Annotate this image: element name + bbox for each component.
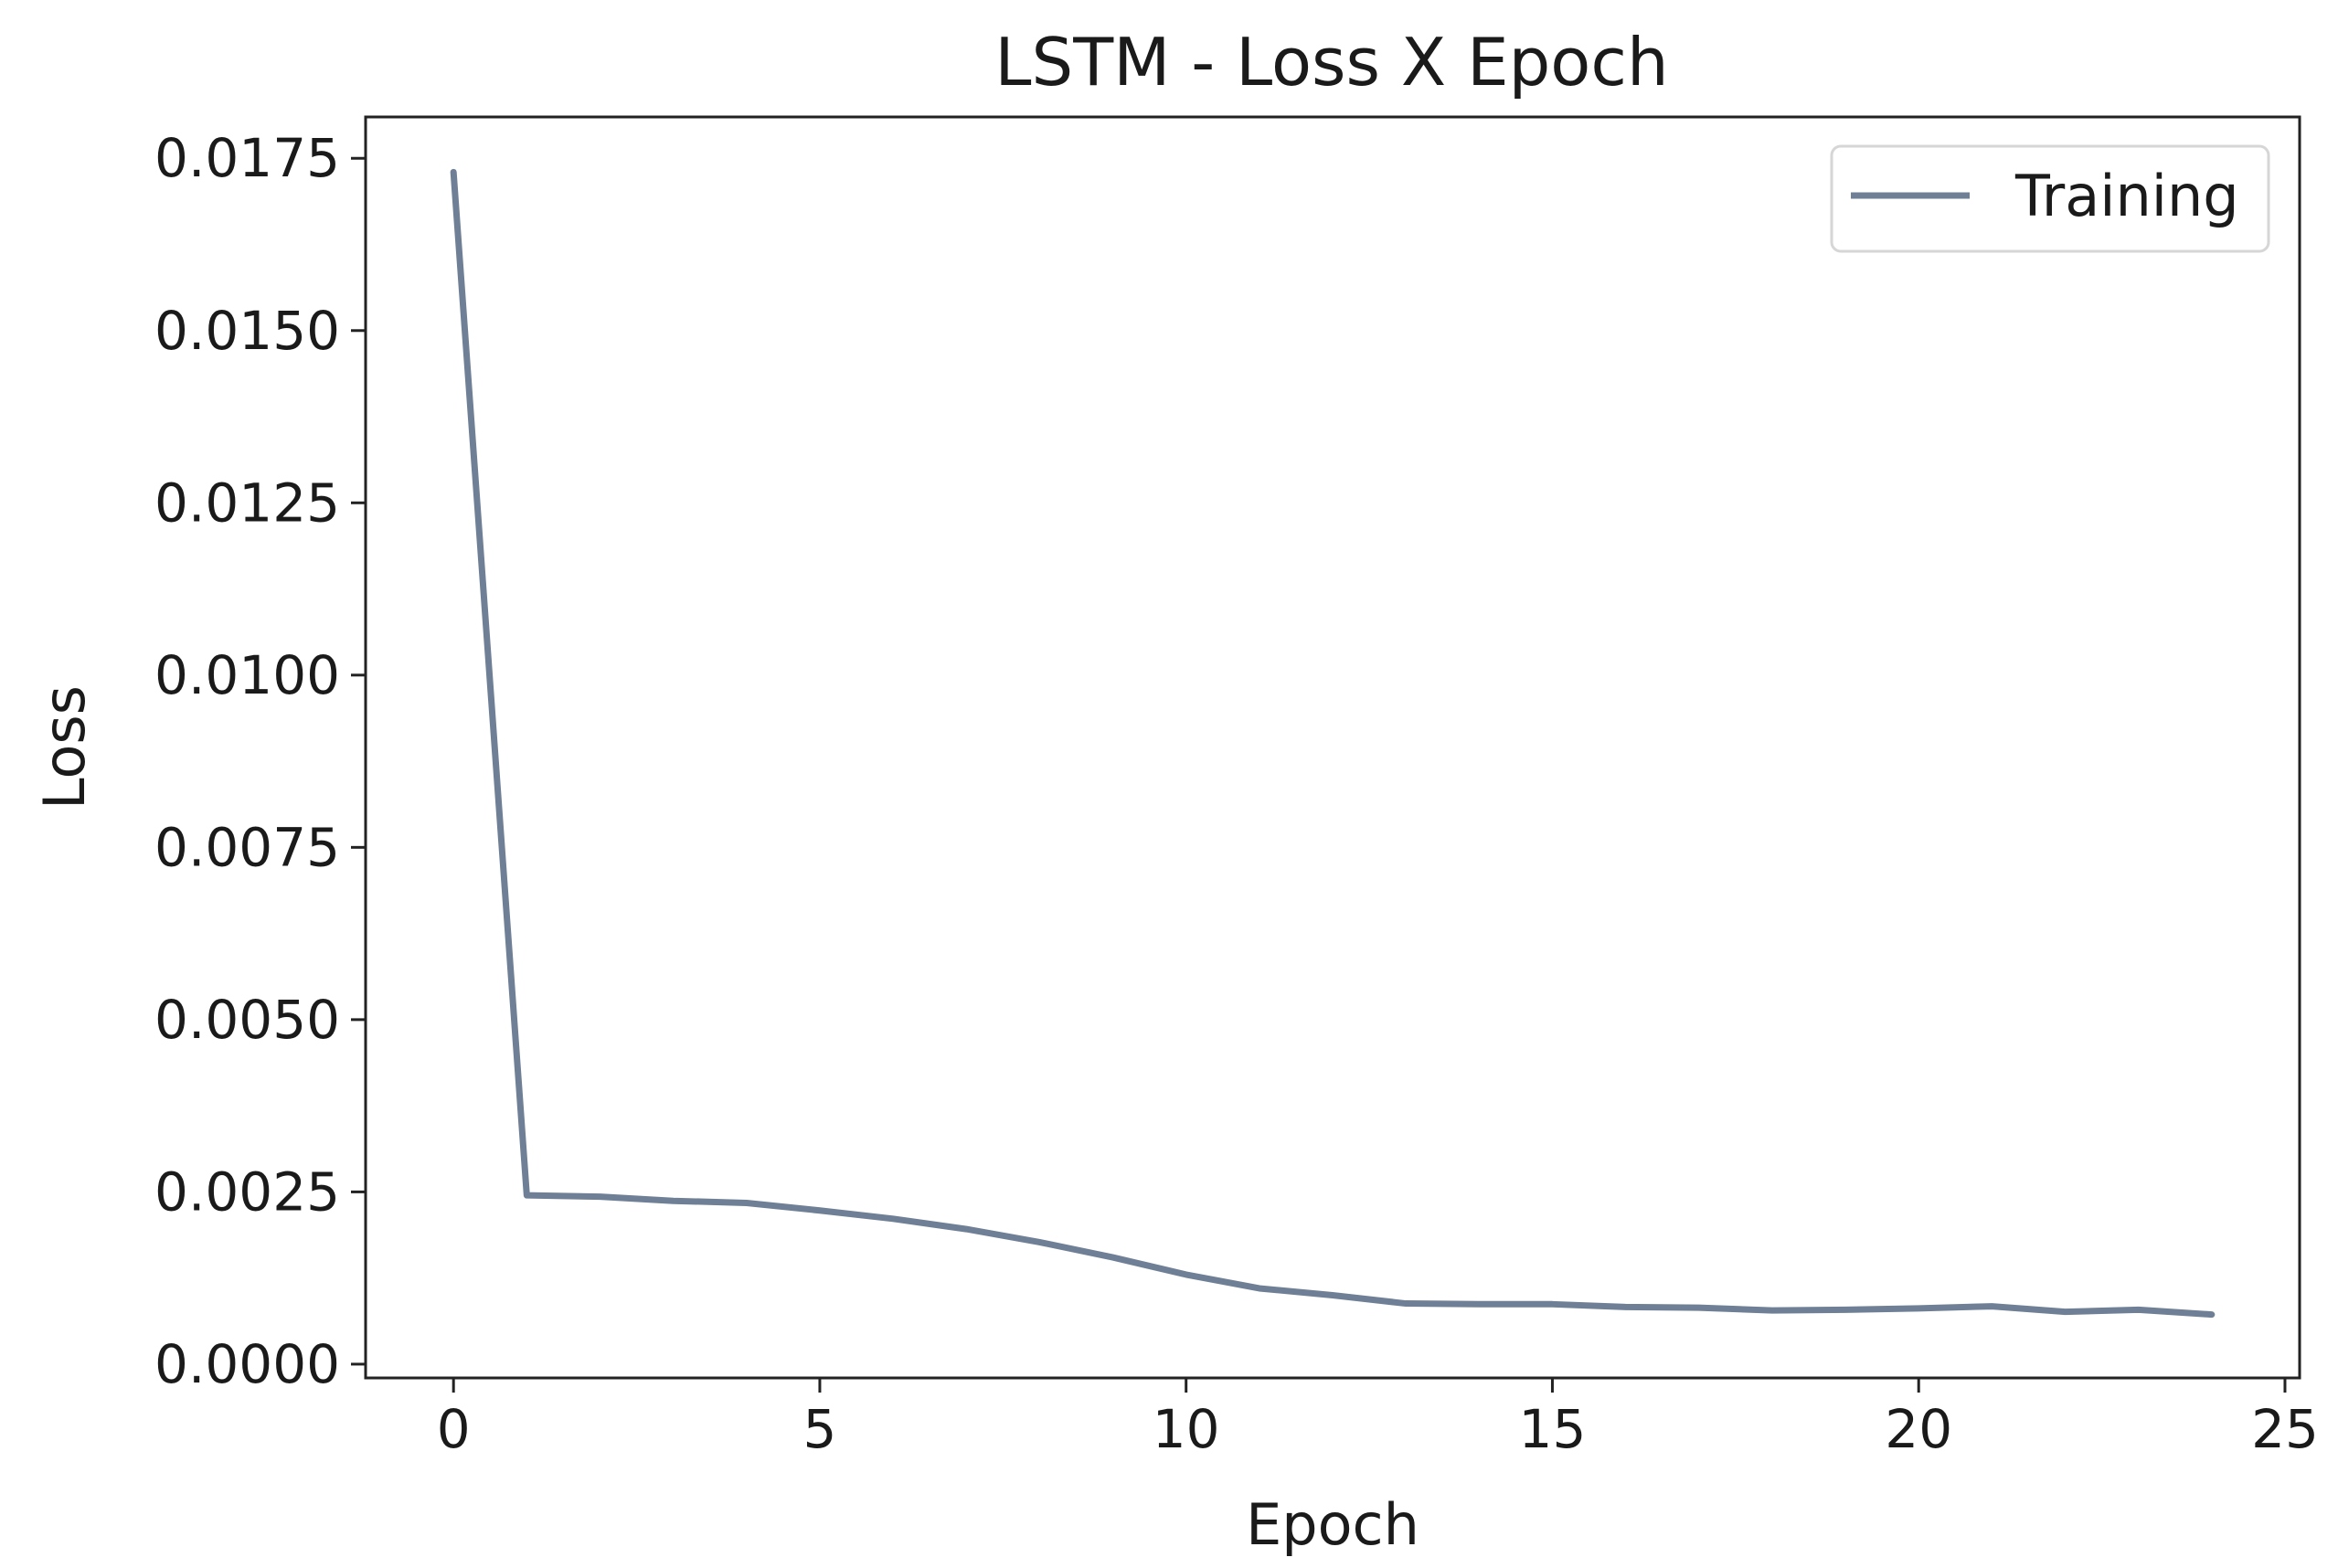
x-tick-label: 25 (2251, 1398, 2319, 1460)
plot-area (364, 115, 2301, 1380)
legend: Training (1830, 144, 2270, 253)
y-tick-label: 0.0000 (154, 1333, 340, 1395)
x-tick-label: 10 (1153, 1398, 1220, 1460)
y-tick-label: 0.0175 (154, 127, 340, 189)
y-tick-label: 0.0150 (154, 300, 340, 362)
x-tick-label: 5 (802, 1398, 836, 1460)
chart-title: LSTM - Loss X Epoch (994, 24, 1668, 101)
series-layer (450, 168, 2216, 1319)
series-line-training (450, 168, 2216, 1319)
y-axis: 0.0000 0.0025 0.0050 0.0075 0.0100 0.0125 0.01… (154, 127, 366, 1395)
x-tick-label: 15 (1519, 1398, 1587, 1460)
x-tick-label: 0 (437, 1398, 471, 1460)
y-tick-label: 0.0025 (154, 1160, 340, 1223)
legend-box (1830, 144, 2270, 253)
y-tick-label: 0.0050 (154, 989, 340, 1051)
x-tick-label: 20 (1885, 1398, 1952, 1460)
y-tick-label: 0.0100 (154, 644, 340, 706)
legend-label-training: Training (2014, 163, 2239, 229)
y-axis-label: Loss (31, 685, 98, 810)
x-axis-label: Epoch (1246, 1491, 1419, 1558)
x-axis: 0 5 10 15 20 25 (437, 1378, 2319, 1460)
y-tick-label: 0.0125 (154, 471, 340, 534)
y-tick-label: 0.0075 (154, 816, 340, 878)
